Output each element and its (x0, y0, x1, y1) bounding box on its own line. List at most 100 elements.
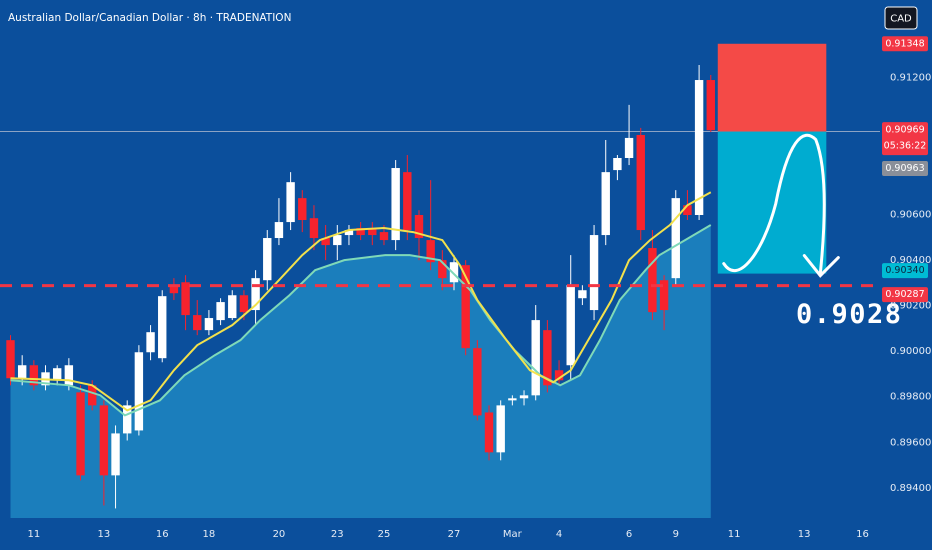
level-price: 0.90287 (885, 289, 924, 300)
candle-body (379, 232, 389, 241)
candle-body (613, 157, 622, 171)
x-tick-label: 16 (856, 529, 869, 540)
candle-body (321, 238, 330, 246)
target-zone (717, 131, 827, 274)
countdown: 05:36:22 (884, 141, 927, 152)
candle-body (169, 285, 179, 294)
candle-body (531, 320, 540, 396)
candle-body (111, 433, 120, 476)
x-tick-label: 25 (378, 529, 391, 540)
target-price-box (882, 263, 928, 279)
candle-body (671, 198, 680, 279)
last-price: 0.90969 (885, 125, 924, 136)
candle-body (391, 168, 400, 241)
candle-body (52, 368, 62, 381)
last-price-box (882, 122, 928, 156)
candle-body (251, 278, 260, 311)
indicator-area (10, 225, 711, 518)
candle-body (239, 295, 249, 313)
x-tick-label: Mar (503, 529, 523, 540)
arrow-head (802, 254, 840, 278)
candle-body (648, 248, 657, 313)
y-tick-label: 0.90200 (890, 301, 931, 312)
candle-body (519, 395, 529, 399)
y-tick-label: 0.89400 (890, 483, 931, 494)
candle-body (309, 218, 319, 239)
candle-body (123, 405, 132, 434)
candle-body (134, 352, 144, 431)
x-tick-label: 13 (98, 529, 111, 540)
plot-area: 0.9028 (0, 43, 903, 518)
indicator-line (10, 224, 712, 417)
y-tick-label: 0.91200 (890, 73, 931, 84)
candle-body (578, 290, 587, 299)
candle-body (706, 80, 715, 131)
candle-body (461, 265, 470, 349)
annotation: 0.9028 (796, 299, 903, 330)
candle-body (426, 240, 435, 263)
candle-body (274, 222, 284, 239)
stop-zone (717, 43, 827, 132)
candle-body (589, 235, 599, 311)
candle-body (543, 330, 552, 386)
candle-body (414, 214, 424, 239)
candle-body (496, 405, 505, 453)
candle-body (181, 282, 190, 316)
x-tick-label: 23 (331, 529, 344, 540)
currency-box[interactable] (884, 6, 918, 30)
candle-body (193, 315, 202, 331)
candle-body (508, 398, 517, 401)
candle-body (298, 198, 307, 221)
candle-body (473, 348, 482, 416)
candle-body (88, 385, 97, 406)
candle-body (449, 262, 459, 283)
x-tick-label: 13 (798, 529, 811, 540)
x-tick-label: 11 (27, 529, 40, 540)
candle-body (438, 260, 447, 279)
candle-body (204, 318, 214, 331)
candle-body (228, 295, 237, 319)
y-tick-label: 0.89800 (890, 392, 931, 403)
stop-price: 0.91348 (885, 38, 924, 49)
candle-body (344, 230, 354, 236)
x-tick-label: 6 (626, 529, 632, 540)
candle-body (636, 134, 645, 231)
candle-body (99, 405, 109, 476)
candle-body (368, 227, 377, 236)
candle-body (624, 137, 634, 158)
candle-body (601, 172, 610, 236)
candle-body (17, 365, 27, 379)
candle-body (64, 365, 74, 386)
x-tick-label: 20 (273, 529, 286, 540)
x-tick-label: 16 (156, 529, 169, 540)
y-tick-label: 0.90000 (890, 346, 931, 357)
candle-body (158, 296, 167, 359)
candle-body (263, 238, 272, 281)
candle-body (659, 280, 669, 311)
candle-body (146, 332, 155, 353)
candle-body (484, 412, 494, 453)
y-tick-label: 0.90600 (890, 209, 931, 220)
candle-body (566, 285, 575, 366)
candle-body (286, 182, 295, 223)
chart-title: Australian Dollar/Canadian Dollar · 8h ·… (8, 12, 291, 24)
drawn-arrow (722, 133, 826, 276)
candle-body (76, 392, 85, 476)
y-tick-label: 0.90400 (890, 255, 931, 266)
candle-body (683, 205, 692, 215)
candle-body (694, 80, 704, 215)
candle-body (554, 370, 564, 381)
candle-body (29, 365, 39, 386)
x-tick-label: 4 (556, 529, 562, 540)
x-tick-label: 9 (673, 529, 679, 540)
candle-body (403, 172, 412, 231)
level-price-box (882, 287, 928, 303)
entry-price-box (882, 161, 928, 177)
x-tick-label: 27 (448, 529, 461, 540)
candle-body (6, 340, 15, 379)
stop-price-box (882, 36, 928, 52)
x-tick-label: 11 (728, 529, 741, 540)
candle-body (333, 235, 342, 246)
currency[interactable]: CAD (890, 14, 912, 25)
